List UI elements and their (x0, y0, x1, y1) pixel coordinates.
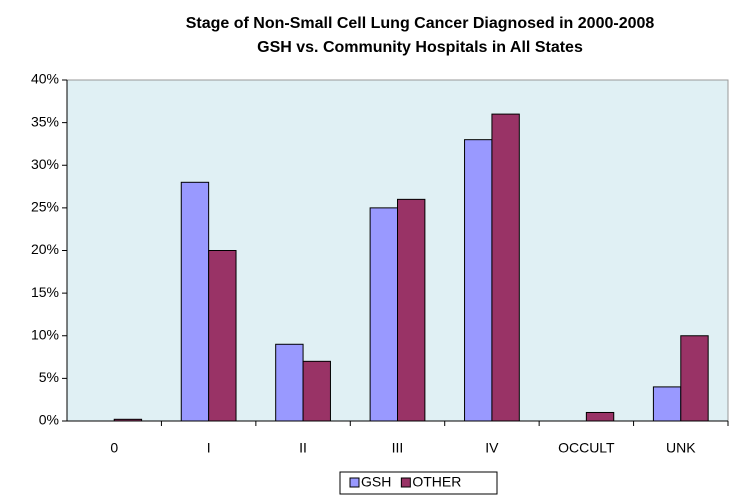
bar (397, 198, 426, 422)
x-tick-label: IV (485, 440, 499, 456)
x-tick-label: III (392, 440, 404, 456)
y-tick-label: 10% (31, 326, 59, 342)
bar (491, 113, 520, 422)
bar (464, 139, 493, 422)
x-tick-label: 0 (110, 440, 118, 456)
y-tick-label: 0% (39, 412, 59, 428)
bar (113, 418, 143, 422)
bar (369, 207, 399, 422)
bar (680, 335, 709, 422)
bar (652, 386, 682, 422)
y-tick-label: 25% (31, 199, 59, 215)
chart-subtitle: GSH vs. Community Hospitals in All State… (257, 39, 583, 56)
legend-box (339, 471, 498, 495)
y-tick-label: 5% (39, 369, 59, 385)
legend-swatch (400, 477, 411, 488)
legend-label: GSH (361, 474, 391, 490)
bar (275, 343, 304, 422)
y-tick-label: 20% (31, 241, 59, 257)
x-tick-label: II (299, 440, 307, 456)
bar (585, 411, 615, 422)
y-tick-label: 35% (31, 113, 59, 129)
x-tick-label: UNK (666, 440, 696, 456)
legend-swatch (349, 477, 360, 488)
x-tick-label: OCCULT (558, 440, 615, 456)
chart-title: Stage of Non-Small Cell Lung Cancer Diag… (186, 15, 655, 32)
x-tick-label: I (207, 440, 211, 456)
y-tick-label: 40% (31, 71, 59, 87)
legend-label: OTHER (412, 474, 461, 490)
bar (208, 250, 237, 422)
bar (302, 360, 331, 422)
y-tick-label: 30% (31, 156, 59, 172)
y-tick-label: 15% (31, 284, 59, 300)
bar (180, 181, 210, 422)
